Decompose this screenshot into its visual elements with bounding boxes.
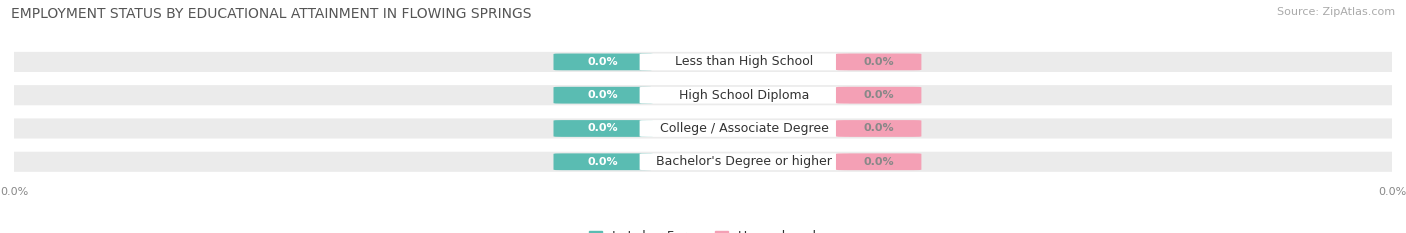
Text: 0.0%: 0.0% — [863, 123, 894, 134]
Text: 0.0%: 0.0% — [863, 57, 894, 67]
Text: 0.0%: 0.0% — [588, 123, 619, 134]
FancyBboxPatch shape — [837, 54, 921, 70]
FancyBboxPatch shape — [837, 87, 921, 104]
Text: 0.0%: 0.0% — [863, 157, 894, 167]
FancyBboxPatch shape — [640, 87, 849, 104]
FancyBboxPatch shape — [554, 120, 652, 137]
FancyBboxPatch shape — [837, 120, 921, 137]
FancyBboxPatch shape — [6, 52, 1400, 72]
FancyBboxPatch shape — [6, 85, 1400, 105]
Legend: In Labor Force, Unemployed: In Labor Force, Unemployed — [583, 225, 823, 233]
FancyBboxPatch shape — [6, 118, 1400, 139]
Text: High School Diploma: High School Diploma — [679, 89, 810, 102]
Text: College / Associate Degree: College / Associate Degree — [659, 122, 828, 135]
FancyBboxPatch shape — [837, 153, 921, 170]
FancyBboxPatch shape — [554, 54, 652, 70]
FancyBboxPatch shape — [554, 87, 652, 104]
FancyBboxPatch shape — [554, 153, 652, 170]
FancyBboxPatch shape — [640, 54, 849, 70]
Text: Source: ZipAtlas.com: Source: ZipAtlas.com — [1277, 7, 1395, 17]
FancyBboxPatch shape — [640, 120, 849, 137]
Text: 0.0%: 0.0% — [863, 90, 894, 100]
Text: 0.0%: 0.0% — [588, 90, 619, 100]
Text: 0.0%: 0.0% — [588, 57, 619, 67]
Text: Bachelor's Degree or higher: Bachelor's Degree or higher — [657, 155, 832, 168]
Text: EMPLOYMENT STATUS BY EDUCATIONAL ATTAINMENT IN FLOWING SPRINGS: EMPLOYMENT STATUS BY EDUCATIONAL ATTAINM… — [11, 7, 531, 21]
Text: 0.0%: 0.0% — [588, 157, 619, 167]
FancyBboxPatch shape — [6, 152, 1400, 172]
FancyBboxPatch shape — [640, 153, 849, 170]
Text: Less than High School: Less than High School — [675, 55, 814, 69]
